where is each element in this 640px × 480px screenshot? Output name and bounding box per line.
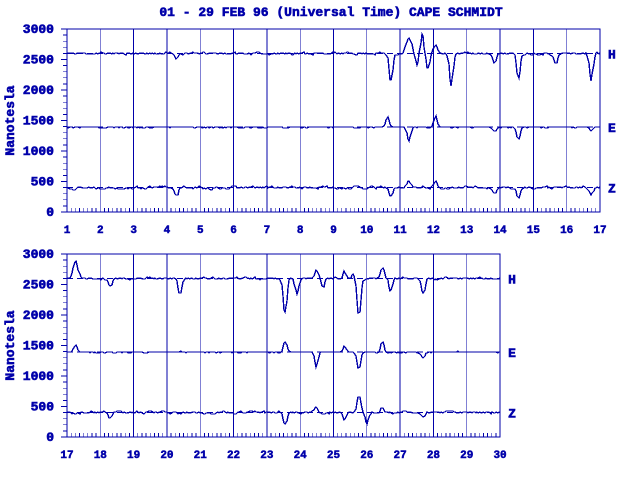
svg-text:14: 14	[493, 225, 507, 237]
svg-text:1000: 1000	[23, 369, 54, 384]
svg-text:Z: Z	[608, 182, 616, 197]
svg-text:17: 17	[593, 225, 606, 237]
svg-text:2000: 2000	[23, 308, 54, 323]
svg-text:3: 3	[130, 225, 137, 237]
svg-text:27: 27	[394, 450, 407, 462]
svg-text:Nanotesla: Nanotesla	[3, 85, 18, 155]
svg-text:25: 25	[327, 450, 341, 462]
svg-text:19: 19	[127, 450, 140, 462]
svg-text:E: E	[608, 121, 616, 136]
svg-text:24: 24	[294, 450, 308, 462]
svg-text:0: 0	[46, 430, 54, 445]
svg-text:Nanotesla: Nanotesla	[3, 310, 18, 380]
svg-text:500: 500	[31, 175, 55, 190]
svg-text:H: H	[608, 47, 616, 62]
svg-text:16: 16	[560, 225, 573, 237]
svg-text:10: 10	[360, 225, 373, 237]
svg-text:18: 18	[94, 450, 108, 462]
svg-text:2: 2	[97, 225, 104, 237]
svg-text:500: 500	[31, 400, 55, 415]
svg-text:6: 6	[230, 225, 237, 237]
svg-text:20: 20	[160, 450, 173, 462]
svg-text:12: 12	[427, 225, 440, 237]
svg-text:1: 1	[64, 225, 71, 237]
svg-text:15: 15	[527, 225, 541, 237]
svg-text:28: 28	[427, 450, 441, 462]
svg-text:2500: 2500	[23, 278, 54, 293]
svg-text:E: E	[508, 346, 516, 361]
svg-text:0: 0	[46, 205, 54, 220]
svg-text:13: 13	[460, 225, 474, 237]
svg-text:7: 7	[264, 225, 271, 237]
svg-text:17: 17	[60, 450, 73, 462]
svg-text:2000: 2000	[23, 83, 54, 98]
svg-text:22: 22	[227, 450, 240, 462]
svg-text:Z: Z	[508, 407, 516, 422]
svg-text:2500: 2500	[23, 53, 54, 68]
svg-text:5: 5	[197, 225, 204, 237]
svg-text:9: 9	[330, 225, 337, 237]
svg-text:3000: 3000	[23, 247, 54, 262]
svg-text:26: 26	[360, 450, 373, 462]
svg-text:1000: 1000	[23, 144, 54, 159]
svg-text:23: 23	[260, 450, 274, 462]
svg-text:1500: 1500	[23, 339, 54, 354]
svg-text:H: H	[508, 272, 516, 287]
svg-text:21: 21	[194, 450, 208, 462]
svg-text:01 - 29 FEB 96 (Universal Time: 01 - 29 FEB 96 (Universal Time) CAPE SCH…	[159, 5, 502, 20]
svg-text:11: 11	[394, 225, 408, 237]
svg-text:29: 29	[460, 450, 473, 462]
svg-text:3000: 3000	[23, 22, 54, 37]
svg-text:30: 30	[493, 450, 506, 462]
svg-text:4: 4	[164, 225, 171, 237]
svg-text:8: 8	[297, 225, 304, 237]
svg-text:1500: 1500	[23, 114, 54, 129]
